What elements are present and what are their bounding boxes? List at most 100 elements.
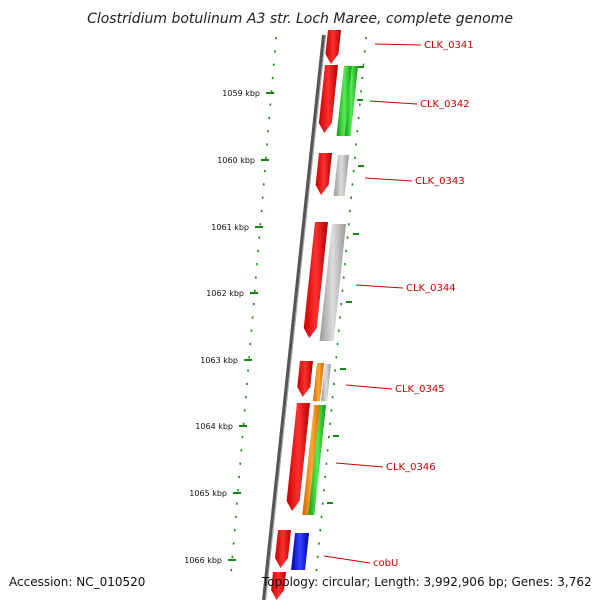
gene-feature-block[interactable] bbox=[291, 533, 309, 570]
ruler-dot bbox=[233, 529, 236, 532]
kbp-tick-label: 1065 kbp bbox=[189, 489, 227, 498]
ruler-dot bbox=[266, 143, 268, 146]
ruler-dot bbox=[237, 489, 239, 492]
gene-feature-block[interactable] bbox=[286, 403, 310, 511]
gene-feature-block[interactable] bbox=[308, 405, 326, 515]
ruler-dot bbox=[321, 502, 324, 505]
ruler-dot bbox=[347, 223, 350, 226]
gene-feature-block[interactable] bbox=[302, 405, 321, 515]
gene-feature-block[interactable] bbox=[303, 222, 328, 338]
ruler-dot bbox=[274, 50, 276, 53]
gene-leader-line bbox=[364, 177, 413, 182]
kbp-tick-label: 1064 kbp bbox=[195, 422, 233, 431]
ruler-dot bbox=[247, 369, 249, 372]
gene-feature-block[interactable] bbox=[312, 363, 324, 401]
ruler-dot bbox=[352, 170, 355, 173]
ruler-dot bbox=[318, 542, 320, 545]
gene-feature-block[interactable] bbox=[344, 66, 358, 136]
backbone-line bbox=[262, 34, 326, 600]
gene-feature-block[interactable] bbox=[321, 364, 331, 401]
gene-feature-block[interactable] bbox=[336, 66, 352, 136]
gene-feature-block[interactable] bbox=[325, 30, 341, 64]
gene-feature-block[interactable] bbox=[275, 530, 291, 568]
ruler-dot bbox=[357, 116, 360, 119]
gene-label-cobu[interactable]: cobU bbox=[373, 558, 398, 569]
ruler-dot bbox=[261, 196, 264, 199]
gene-feature-block[interactable] bbox=[297, 361, 313, 397]
gene-leader-line bbox=[374, 43, 422, 46]
ruler-dot bbox=[240, 449, 243, 452]
map-title: Clostridium botulinum A3 str. Loch Maree… bbox=[87, 11, 513, 27]
ruler-dot bbox=[272, 63, 275, 66]
gene-leader-line bbox=[369, 100, 418, 105]
ruler-dot bbox=[236, 502, 238, 505]
gene-label-clk-0344[interactable]: CLK_0344 bbox=[406, 283, 456, 294]
gene-label-clk-0341[interactable]: CLK_0341 bbox=[424, 40, 474, 51]
ruler-dot bbox=[248, 356, 250, 359]
ruler-dot bbox=[336, 342, 339, 346]
gene-leader-line bbox=[345, 384, 393, 390]
ruler-dot bbox=[242, 422, 245, 425]
gene-leader-line bbox=[355, 284, 404, 289]
ruler-dot bbox=[269, 103, 272, 106]
gene-feature-block[interactable] bbox=[319, 224, 346, 341]
ruler-dot bbox=[360, 90, 362, 93]
ruler-dot bbox=[243, 409, 246, 412]
ruler-dot bbox=[354, 156, 356, 159]
gene-label-clk-0345[interactable]: CLK_0345 bbox=[395, 384, 445, 395]
gene-feature-block[interactable] bbox=[333, 155, 349, 196]
gene-feature-block[interactable] bbox=[315, 153, 332, 195]
ruler-dot bbox=[344, 263, 346, 266]
gene-feature-block[interactable] bbox=[318, 65, 338, 133]
ruler-dot bbox=[340, 303, 343, 306]
kbp-ticks: 1059 kbp 1060 kbp 1061 kbp 1062 kbp 1063 kbp… bbox=[184, 89, 274, 565]
gene-label-clk-0342[interactable]: CLK_0342 bbox=[420, 99, 470, 110]
ruler-dot bbox=[260, 209, 263, 213]
ruler-dot bbox=[319, 529, 322, 532]
ruler-dot bbox=[252, 303, 255, 306]
ruler-dot bbox=[334, 369, 336, 372]
gene-leader-line bbox=[335, 462, 384, 468]
ruler-dot bbox=[267, 130, 269, 133]
ruler-dot bbox=[330, 409, 333, 412]
ruler-dot bbox=[232, 542, 235, 545]
ruler-dot bbox=[251, 316, 254, 319]
gene-label-clk-0343[interactable]: CLK_0343 bbox=[415, 176, 465, 187]
summary-text: Topology: circular; Length: 3,992,906 bp… bbox=[261, 575, 592, 589]
ruler-dot bbox=[241, 436, 244, 439]
ruler-dot bbox=[329, 422, 331, 425]
gene-label-clk-0346[interactable]: CLK_0346 bbox=[386, 462, 436, 473]
ruler-dot bbox=[262, 183, 265, 186]
ruler-dot bbox=[337, 329, 340, 332]
ruler-dot bbox=[258, 236, 261, 239]
kbp-tick-label: 1060 kbp bbox=[217, 156, 255, 165]
ruler-dot bbox=[257, 249, 259, 252]
gene-labels: CLK_0341 CLK_0342 CLK_0343 CLK_0344 CLK_0345… bbox=[323, 40, 474, 569]
ruler-dot bbox=[323, 489, 325, 492]
ruler-dot bbox=[255, 276, 257, 279]
ruler-dot bbox=[238, 475, 240, 479]
gene-features bbox=[271, 30, 358, 600]
kbp-tick-label: 1063 kbp bbox=[200, 356, 238, 365]
kbp-tick-label: 1059 kbp bbox=[222, 89, 260, 98]
ruler-dot bbox=[331, 396, 334, 399]
accession-text: Accession: NC_010520 bbox=[9, 575, 145, 589]
ruler-dot bbox=[349, 209, 351, 213]
ruler-dot bbox=[320, 515, 323, 518]
backbone-highlight bbox=[265, 34, 326, 600]
dotted-ruler bbox=[230, 37, 367, 572]
ruler-dot bbox=[363, 50, 366, 53]
ruler-dot bbox=[356, 130, 359, 133]
ruler-dot bbox=[315, 569, 318, 572]
ruler-dot bbox=[239, 462, 242, 465]
gene-feature-block[interactable] bbox=[271, 572, 286, 600]
ruler-dot bbox=[365, 37, 367, 40]
ruler-dot bbox=[345, 249, 348, 252]
ruler-dot bbox=[333, 382, 335, 385]
ruler-dot bbox=[339, 316, 341, 319]
ruler-dot bbox=[270, 90, 273, 93]
ruler-dot bbox=[249, 342, 252, 346]
ruler-dot bbox=[230, 569, 233, 572]
ruler-dot bbox=[234, 515, 237, 518]
